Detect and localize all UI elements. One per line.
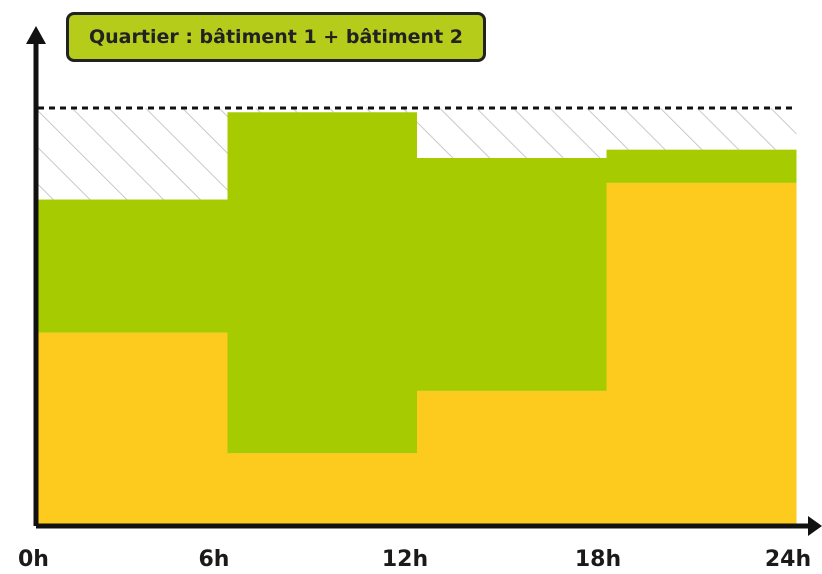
series-2-step-2 (227, 112, 418, 454)
x-axis-arrow-icon (808, 516, 822, 536)
series-1-step-3 (417, 390, 607, 524)
x-tick-label: 18h (575, 547, 621, 572)
series-2-step-3 (417, 157, 607, 391)
series-1-step-2 (227, 453, 418, 524)
series-2-step-1 (38, 199, 228, 333)
x-tick-labels: 0h 6h 12h 18h 24h (18, 547, 811, 572)
unused-capacity-step-4 (606, 108, 797, 150)
x-tick-label: 0h (18, 547, 49, 572)
y-axis-arrow-icon (26, 26, 46, 44)
series-2-step-4 (606, 149, 797, 183)
x-tick-label: 6h (199, 547, 230, 572)
chart-axes (26, 26, 822, 536)
chart-marks (38, 108, 797, 524)
x-tick-label: 12h (382, 547, 428, 572)
unused-capacity-step-3 (417, 108, 607, 158)
chart-title: Quartier : bâtiment 1 + bâtiment 2 (66, 12, 486, 62)
series-1-step-1 (38, 332, 228, 524)
unused-capacity-step-1 (38, 108, 228, 200)
unused-capacity-step-2 (227, 108, 418, 113)
x-tick-label: 24h (765, 547, 811, 572)
series-1-step-4 (606, 182, 797, 524)
